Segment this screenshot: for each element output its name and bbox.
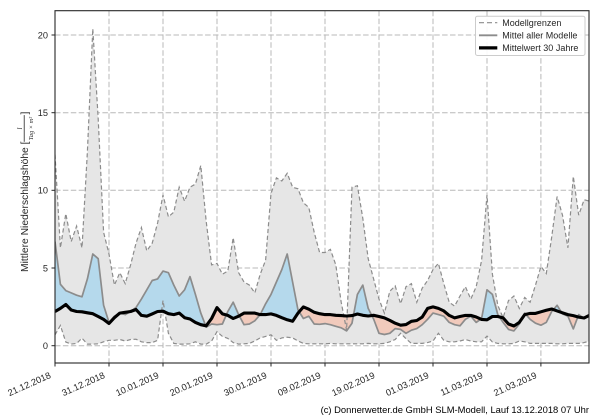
svg-text:(c) Donnerwetter.de GmbH SLM-M: (c) Donnerwetter.de GmbH SLM-Modell, Lau… xyxy=(321,404,589,415)
svg-text:Tag × m²: Tag × m² xyxy=(28,117,35,140)
svg-text:]: ] xyxy=(20,112,31,115)
svg-text:l: l xyxy=(17,127,24,129)
svg-text:0: 0 xyxy=(43,341,48,351)
svg-text:15: 15 xyxy=(38,108,48,118)
svg-text:Modellgrenzen: Modellgrenzen xyxy=(502,18,561,28)
svg-text:10: 10 xyxy=(38,186,48,196)
svg-text:5: 5 xyxy=(43,263,48,273)
svg-text:Mittelwert 30 Jahre: Mittelwert 30 Jahre xyxy=(502,43,578,53)
svg-text:20: 20 xyxy=(38,30,48,40)
svg-text:Mittel aller Modelle: Mittel aller Modelle xyxy=(502,31,577,41)
svg-text:Mittlere Niederschlagshöhe [: Mittlere Niederschlagshöhe [ xyxy=(20,141,31,272)
